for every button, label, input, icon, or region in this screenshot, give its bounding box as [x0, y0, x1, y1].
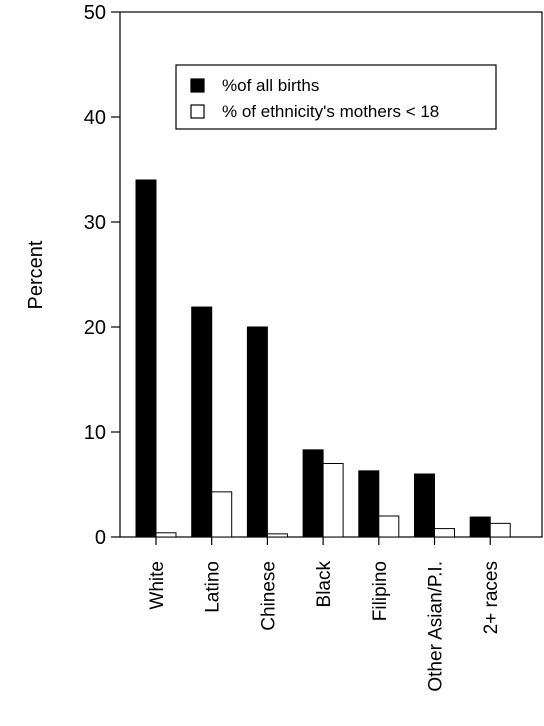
bar-other-asian-p-i--series-2	[434, 528, 455, 538]
bars	[135, 179, 511, 538]
x-tick-label: Latino	[203, 561, 224, 613]
x-tick-label: 2+ races	[481, 561, 502, 634]
legend-swatch	[190, 78, 205, 93]
legend-label: %of all births	[222, 76, 319, 95]
bar-latino-series-1	[191, 306, 213, 538]
bar-chinese-series-2	[266, 533, 288, 538]
y-tick-label: 0	[95, 527, 106, 549]
y-tick-label: 30	[84, 212, 106, 234]
bar-black-series-2	[322, 463, 344, 538]
bar-filipino-series-2	[378, 515, 400, 538]
y-tick-label: 20	[84, 317, 106, 339]
bar-2-races-series-1	[469, 516, 491, 538]
bar-white-series-1	[135, 179, 157, 538]
x-tick-label: Filipino	[370, 561, 391, 621]
x-tick-label: Chinese	[258, 561, 279, 631]
bar-2-races-series-2	[489, 522, 511, 538]
y-tick-label: 50	[84, 2, 106, 24]
y-axis: 0 10 20 30 40 50	[84, 2, 120, 549]
x-tick-label: Black	[314, 561, 335, 608]
y-tick-label: 10	[84, 422, 106, 444]
x-tick-label: White	[147, 561, 168, 610]
legend: %of all births % of ethnicity's mothers <…	[175, 64, 497, 130]
bar-latino-series-2	[211, 491, 233, 538]
bar-filipino-series-1	[358, 470, 380, 538]
y-tick-label: 40	[84, 107, 106, 129]
y-axis-title: Percent	[25, 240, 47, 309]
bar-black-series-1	[302, 449, 324, 538]
x-tick-label: Other Asian/P.I.	[426, 561, 447, 692]
bar-chinese-series-1	[246, 326, 268, 538]
bar-white-series-2	[155, 532, 177, 538]
legend-label: % of ethnicity's mothers < 18	[222, 102, 439, 121]
legend-box	[175, 64, 497, 130]
bar-other-asian-p-i--series-1	[414, 473, 435, 538]
legend-swatch	[190, 104, 205, 119]
x-axis: White Latino Chinese Black Filipino Other Asi…	[147, 537, 502, 692]
